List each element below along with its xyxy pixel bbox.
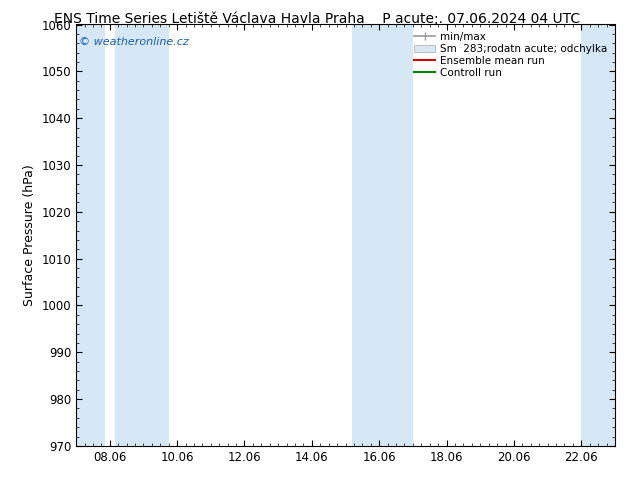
Y-axis label: Surface Pressure (hPa): Surface Pressure (hPa) bbox=[23, 164, 36, 306]
Text: © weatheronline.cz: © weatheronline.cz bbox=[79, 37, 188, 47]
Bar bbox=[115, 24, 169, 446]
Bar bbox=[581, 24, 615, 446]
Text: ENS Time Series Letiště Václava Havla Praha    P acute;. 07.06.2024 04 UTC: ENS Time Series Letiště Václava Havla Pr… bbox=[54, 12, 580, 26]
Legend: min/max, Sm  283;rodatn acute; odchylka, Ensemble mean run, Controll run: min/max, Sm 283;rodatn acute; odchylka, … bbox=[410, 27, 612, 82]
Bar bbox=[353, 24, 413, 446]
Bar bbox=[76, 24, 105, 446]
